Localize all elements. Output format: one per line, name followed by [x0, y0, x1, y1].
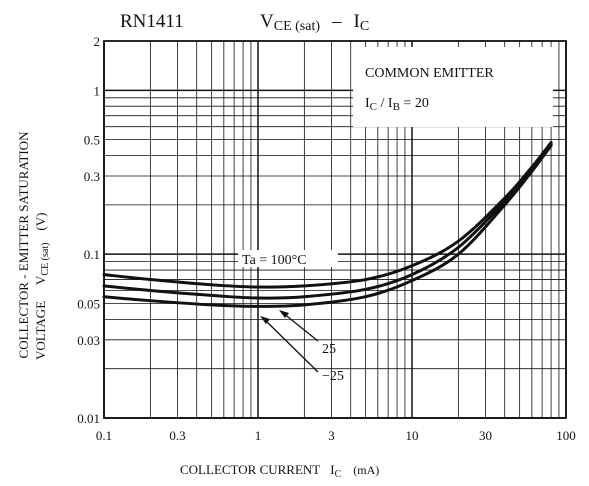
condition-line2: IC / IB = 20 [365, 96, 429, 113]
y-axis-label-line2: VOLTAGE [33, 301, 48, 360]
arrow-25-head [279, 310, 289, 318]
plot-frame [103, 40, 567, 419]
part-number: RN1411 [120, 11, 184, 32]
series-annotations: Ta = 100°C 25 −25 [238, 250, 344, 384]
y-tick-label: 0.01 [77, 411, 100, 426]
chart-title: VCE (sat) – IC [260, 11, 369, 34]
series-line-2 [102, 144, 553, 308]
y-tick-label: 0.05 [77, 296, 100, 311]
y-tick-label: 0.5 [84, 133, 100, 148]
y-tick-label: 1 [94, 83, 101, 98]
y-axis-label: COLLECTOR - EMITTER SATURATION VOLTAGE V… [16, 131, 51, 360]
series-label-25: 25 [322, 342, 336, 357]
x-tick-label: 30 [479, 428, 492, 443]
arrow-neg25-head [260, 316, 270, 324]
y-tick-label: 2 [94, 34, 101, 49]
y-axis-label-symbol: VCE (sat)(V) [33, 213, 51, 285]
x-tick-label: 0.1 [96, 428, 112, 443]
x-tick-label: 10 [406, 428, 419, 443]
x-tick-label: 100 [556, 428, 576, 443]
condition-box: COMMON EMITTER IC / IB = 20 [353, 47, 553, 127]
y-tick-label: 0.03 [77, 333, 100, 348]
y-tick-label: 0.3 [84, 169, 100, 184]
x-axis-label: COLLECTOR CURRENT IC (mA) [180, 462, 379, 480]
arrow-25-line [282, 312, 319, 342]
x-tick-labels: 0.1 0.3 1 3 10 30 100 [96, 428, 576, 443]
series-line-0 [102, 141, 553, 289]
condition-line1: COMMON EMITTER [365, 66, 494, 81]
arrow-neg25-line [264, 319, 319, 373]
x-tick-label: 1 [255, 428, 262, 443]
series-lines [102, 141, 553, 308]
y-axis-label-line1: COLLECTOR - EMITTER SATURATION [16, 131, 31, 359]
y-tick-label: 0.1 [84, 247, 100, 262]
x-tick-label: 3 [328, 428, 335, 443]
series-label-ta100: Ta = 100°C [242, 253, 307, 268]
series-line-1 [102, 142, 553, 300]
x-tick-label: 0.3 [169, 428, 185, 443]
series-label-neg25: −25 [322, 369, 344, 384]
y-tick-labels: 0.01 0.03 0.05 0.1 0.3 0.5 1 2 [77, 34, 100, 426]
